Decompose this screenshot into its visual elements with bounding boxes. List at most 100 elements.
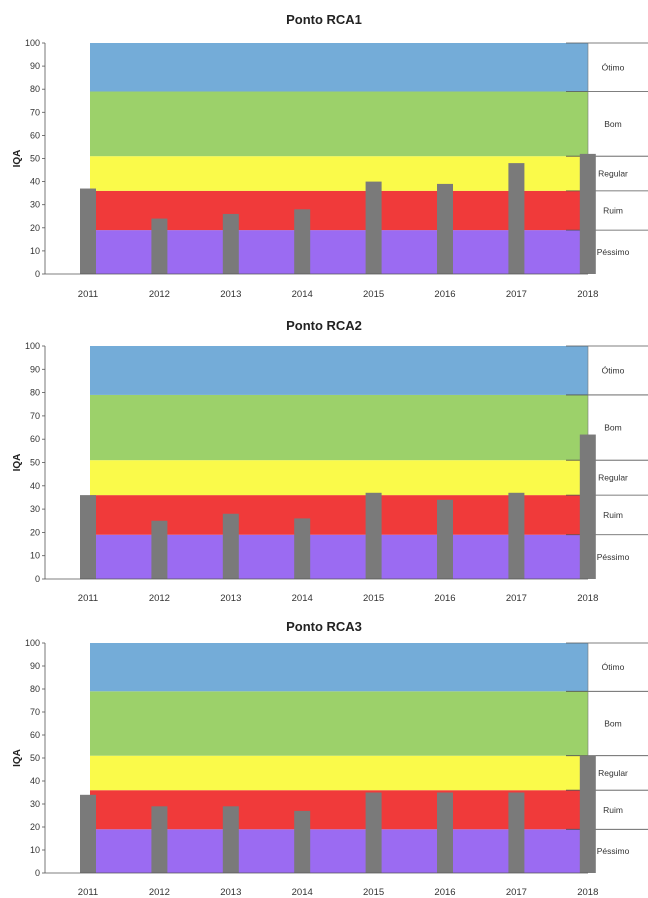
y-tick-label: 100: [25, 638, 40, 648]
x-tick-label: 2015: [363, 593, 384, 604]
bar: [508, 163, 525, 274]
x-tick-label: 2017: [506, 887, 527, 898]
y-tick-label: 50: [30, 154, 40, 164]
x-tick-label: 2018: [577, 887, 598, 898]
bar: [222, 513, 239, 579]
chart-panel-2: Ponto RCA2 Péssimo Ruim Regular Bom Ótimo 0 10 2…: [12, 318, 648, 604]
x-tick-label: 2017: [506, 593, 527, 604]
band-label: Ruim: [603, 205, 623, 215]
band-label: Péssimo: [597, 247, 630, 257]
y-axis-label: IQA: [12, 749, 23, 767]
bar: [365, 181, 382, 274]
band-label: Bom: [604, 719, 621, 729]
x-tick-label: 2013: [220, 289, 241, 300]
y-axis-label: IQA: [12, 150, 23, 168]
y-tick-label: 10: [30, 246, 40, 256]
x-tick-label: 2015: [363, 887, 384, 898]
y-tick-label: 60: [30, 730, 40, 740]
bar: [365, 492, 382, 579]
bar: [508, 792, 525, 873]
band-3: [90, 691, 588, 756]
bar: [151, 806, 168, 873]
chart-title: Ponto RCA1: [286, 12, 362, 27]
chart-title: Ponto RCA2: [286, 318, 362, 333]
y-tick-label: 20: [30, 223, 40, 233]
band-label: Regular: [598, 768, 628, 778]
y-tick-label: 70: [30, 411, 40, 421]
bar: [579, 153, 596, 274]
y-tick-label: 50: [30, 753, 40, 763]
bar: [222, 213, 239, 274]
bar: [437, 499, 453, 579]
band-4: [90, 346, 588, 395]
y-tick-label: 40: [30, 177, 40, 187]
x-tick-label: 2014: [292, 289, 313, 300]
x-tick-label: 2012: [149, 887, 170, 898]
x-tick-label: 2018: [577, 289, 598, 300]
x-tick-label: 2018: [577, 593, 598, 604]
y-tick-label: 10: [30, 845, 40, 855]
x-tick-label: 2014: [292, 887, 313, 898]
y-tick-label: 100: [25, 341, 40, 351]
x-tick-label: 2011: [78, 887, 98, 898]
bar: [365, 792, 382, 873]
band-label: Ótimo: [602, 662, 625, 672]
y-tick-label: 60: [30, 130, 40, 140]
bar: [294, 209, 311, 274]
band-label: Péssimo: [597, 552, 630, 562]
y-tick-label: 0: [35, 868, 40, 878]
x-tick-label: 2014: [292, 593, 313, 604]
x-tick-label: 2011: [78, 289, 98, 300]
bar: [579, 434, 596, 579]
band-label: Bom: [604, 423, 621, 433]
y-tick-label: 80: [30, 388, 40, 398]
y-tick-label: 40: [30, 481, 40, 491]
x-tick-label: 2016: [434, 289, 455, 300]
band-1: [90, 495, 588, 535]
x-tick-label: 2017: [506, 289, 527, 300]
bar: [222, 806, 239, 873]
bar: [80, 794, 96, 873]
x-tick-label: 2011: [78, 593, 98, 604]
band-0: [90, 230, 588, 274]
y-tick-label: 10: [30, 551, 40, 561]
bar: [437, 183, 453, 274]
band-4: [90, 643, 588, 692]
y-tick-label: 0: [35, 269, 40, 279]
y-tick-label: 80: [30, 84, 40, 94]
bar: [294, 518, 311, 579]
band-3: [90, 394, 588, 461]
y-tick-label: 0: [35, 574, 40, 584]
y-tick-label: 20: [30, 527, 40, 537]
band-label: Ruim: [603, 805, 623, 815]
y-tick-label: 20: [30, 822, 40, 832]
x-tick-label: 2012: [149, 593, 170, 604]
y-tick-label: 90: [30, 61, 40, 71]
x-tick-label: 2016: [434, 593, 455, 604]
band-label: Regular: [598, 169, 628, 179]
band-0: [90, 829, 588, 873]
bar: [80, 188, 96, 274]
band-label: Regular: [598, 473, 628, 483]
y-tick-label: 100: [25, 38, 40, 48]
bar: [508, 492, 525, 579]
x-tick-label: 2016: [434, 887, 455, 898]
band-1: [90, 190, 588, 231]
band-4: [90, 43, 588, 92]
chart-panel-1: Ponto RCA1 Péssimo Ruim Regular Bom Ótimo 0 10 2…: [12, 12, 648, 300]
y-tick-label: 80: [30, 684, 40, 694]
band-3: [90, 91, 588, 157]
band-2: [90, 460, 588, 496]
band-0: [90, 534, 588, 579]
y-tick-label: 30: [30, 504, 40, 514]
band-1: [90, 790, 588, 830]
band-label: Péssimo: [597, 846, 630, 856]
x-tick-label: 2013: [220, 593, 241, 604]
x-tick-label: 2012: [149, 289, 170, 300]
y-tick-label: 30: [30, 200, 40, 210]
chart-panel-3: Ponto RCA3 Péssimo Ruim Regular Bom Ótimo 0 10 2…: [12, 619, 648, 898]
band-2: [90, 755, 588, 791]
y-tick-label: 50: [30, 458, 40, 468]
bar: [437, 792, 453, 873]
